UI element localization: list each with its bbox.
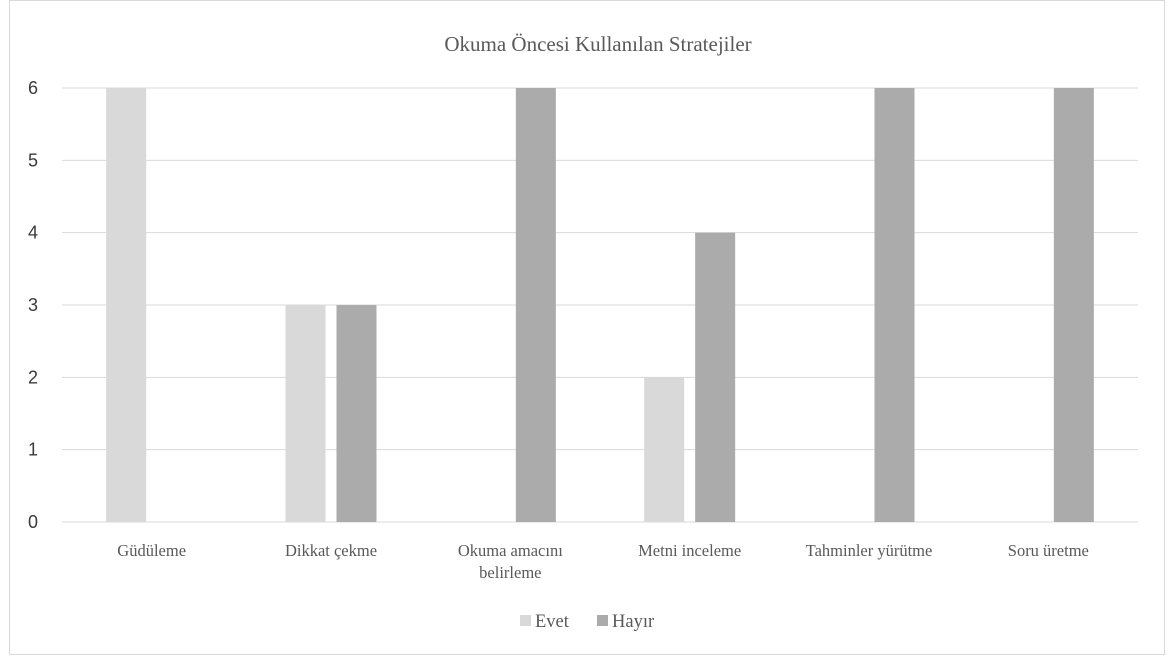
bar-hay-r <box>695 232 736 522</box>
bar-hay-r <box>874 88 915 522</box>
x-tick-label: belirleme <box>479 563 541 582</box>
x-axis-ticks: Güdüleme Dikkat çekme Okuma amacını belirle… <box>117 541 1089 582</box>
bar-hay-r <box>336 305 377 522</box>
legend-swatch <box>520 615 531 626</box>
y-tick-label: 0 <box>28 512 38 532</box>
x-tick-label: Güdüleme <box>117 541 186 560</box>
chart-frame <box>9 0 1165 655</box>
legend-label: Hayır <box>612 612 654 632</box>
x-tick-label: Dikkat çekme <box>285 541 377 560</box>
legend-swatch <box>597 615 608 626</box>
gridlines <box>62 87 1138 523</box>
bars <box>106 88 1094 522</box>
x-tick-label: Tahminler yürütme <box>806 541 933 560</box>
y-tick-label: 1 <box>28 440 38 460</box>
y-axis-ticks: 0 1 2 3 4 5 6 <box>28 78 38 532</box>
bar-evet <box>644 377 685 522</box>
y-tick-label: 5 <box>28 150 38 170</box>
x-tick-label: Okuma amacını <box>458 541 563 560</box>
bar-hay-r <box>515 88 556 522</box>
chart-title: Okuma Öncesi Kullanılan Stratejiler <box>444 32 751 56</box>
x-tick-label: Metni inceleme <box>638 541 741 560</box>
legend-label: Evet <box>535 612 570 632</box>
y-tick-label: 6 <box>28 78 38 98</box>
legend: Evet Hayır <box>520 612 654 632</box>
y-tick-label: 4 <box>28 223 38 243</box>
bar-evet <box>285 305 326 522</box>
x-tick-label: Soru üretme <box>1008 541 1089 560</box>
y-tick-label: 2 <box>28 367 38 387</box>
bar-evet <box>106 88 147 522</box>
bar-hay-r <box>1053 88 1094 522</box>
y-tick-label: 3 <box>28 295 38 315</box>
